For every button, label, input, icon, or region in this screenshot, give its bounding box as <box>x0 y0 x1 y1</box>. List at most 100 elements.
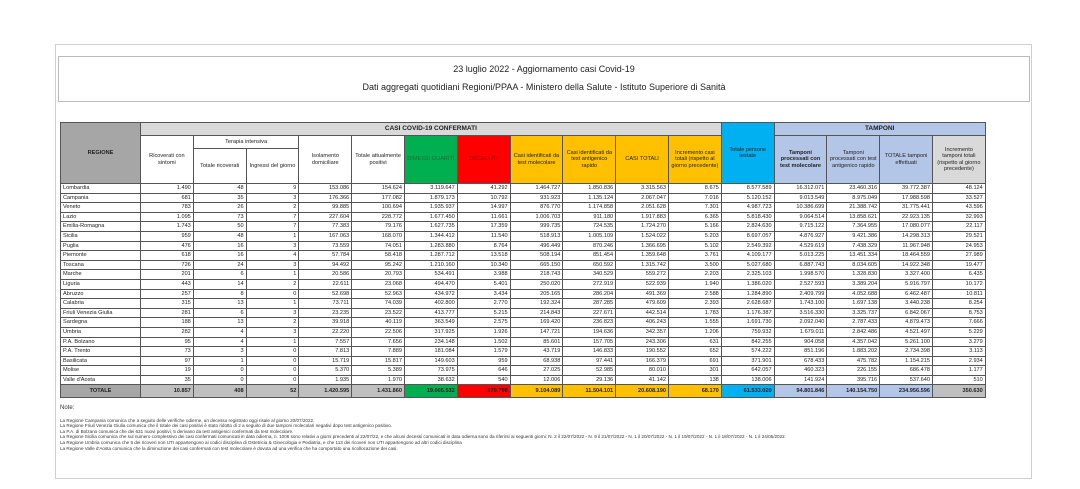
header-tamponi-antigenico: Tamponi processati con test antigenico r… <box>826 135 881 184</box>
cell-iso: 99.885 <box>298 202 353 213</box>
cell-ric: 10.857 <box>140 384 194 399</box>
cell-ta: 4.052.688 <box>826 288 881 300</box>
note-line: La P.A. di Bolzano comunica che dei 631 … <box>60 428 294 434</box>
cell-it: 6.435 <box>931 269 986 280</box>
header-deceduti: DECEDUTI <box>456 135 511 184</box>
cell-iso: 20.586 <box>298 269 353 280</box>
cell-pers: 2.824.630 <box>720 221 775 232</box>
cell-tot: 1.359.648 <box>615 250 669 261</box>
cell-inc: 2.393 <box>667 298 722 309</box>
cell-ric: 315 <box>140 298 194 309</box>
cell-dimessi: 1.287.712 <box>403 250 458 261</box>
cell-dimessi: 3.119.647 <box>403 183 458 194</box>
table-row: Puglia 476 16 3 73.559 74.051 1.283.880 8.764 49… <box>60 240 986 252</box>
cell-ing: 3 <box>245 259 300 271</box>
cell-deceduti: 5.401 <box>456 278 511 290</box>
cell-ant: 1.135.124 <box>562 192 617 204</box>
region-name: Sicilia <box>60 230 141 242</box>
table-row: Basilicata 97 1 0 15.719 15.817 149.603 959 68.9… <box>60 355 986 367</box>
cell-deceduti: 14.997 <box>456 202 511 213</box>
header-casi-antigenico: Casi identificati da test antigenico rap… <box>562 135 617 184</box>
cell-pers: 1.284.890 <box>720 288 775 300</box>
region-name: Lazio <box>60 211 141 223</box>
cell-ant: 911.180 <box>562 211 617 223</box>
cell-tr: 0 <box>192 374 247 386</box>
cell-ric: 443 <box>140 278 194 290</box>
header-casi-group: CASI COVID-19 CONFERMATI <box>140 122 722 136</box>
table-row: Lazio 1.095 73 7 227.604 228.772 1.677.450 11.6… <box>60 211 986 223</box>
cell-tt: 14.298.313 <box>879 230 933 242</box>
cell-inc: 7.301 <box>667 202 722 213</box>
cell-att: 40.119 <box>351 317 405 328</box>
cell-ant: 870.246 <box>562 240 617 252</box>
cell-inc: 7.016 <box>667 192 722 204</box>
cell-it: 8.254 <box>931 298 986 309</box>
table-row: Veneto 783 26 2 99.885 100.694 1.935.937 14.997… <box>60 202 986 213</box>
cell-ta: 3.389.204 <box>826 278 881 290</box>
cell-it: 1.177 <box>931 365 986 376</box>
cell-iso: 39.918 <box>298 317 353 328</box>
cell-tr: 6 <box>192 269 247 280</box>
region-name: P.A. Bolzano <box>60 336 141 348</box>
cell-tt: 14.922.348 <box>879 259 933 271</box>
region-name: Puglia <box>60 240 141 252</box>
region-name: Marche <box>60 269 141 280</box>
cell-tt: 3.327.400 <box>879 269 933 280</box>
cell-it: 27.989 <box>931 250 986 261</box>
cell-ing: 3 <box>245 192 300 204</box>
cell-pers: 642.057 <box>720 365 775 376</box>
cell-ric: 19 <box>140 365 194 376</box>
note-line: La Regione Friuli Venezia Giulia comunic… <box>60 423 392 429</box>
header-incremento-casi: Incremento casi totali (rispetto al gior… <box>667 135 722 184</box>
cell-ing: 3 <box>245 307 300 319</box>
cell-ant: 11.504.101 <box>562 384 617 399</box>
cell-dimessi: 181.084 <box>403 346 458 357</box>
cell-inc: 3.761 <box>667 250 722 261</box>
cell-ant: 236.823 <box>562 317 617 328</box>
region-name: Calabria <box>60 298 141 309</box>
cell-ta: 1.328.830 <box>826 269 881 280</box>
cell-tt: 22.923.135 <box>879 211 933 223</box>
cell-ric: 681 <box>140 192 194 204</box>
region-name: P.A. Trento <box>60 346 141 357</box>
cell-tm: 4.876.927 <box>773 230 828 242</box>
cell-tot: 491.369 <box>615 288 669 300</box>
cell-tot: 1.366.695 <box>615 240 669 252</box>
cell-ing: 7 <box>245 221 300 232</box>
cell-pers: 574.222 <box>720 346 775 357</box>
cell-mol: 214.843 <box>509 307 564 319</box>
cell-deceduti: 5.215 <box>456 307 511 319</box>
cell-ing: 1 <box>245 269 300 280</box>
cell-inc: 1.206 <box>667 326 722 338</box>
cell-tot: 2.067.047 <box>615 192 669 204</box>
cell-it: 510 <box>931 374 986 386</box>
cell-ta: 226.155 <box>826 365 881 376</box>
cell-tr: 6 <box>192 307 247 319</box>
cell-tm: 2.092.040 <box>773 317 828 328</box>
table-row: P.A. Bolzano 95 4 1 7.557 7.656 234.148 1.502 85… <box>60 336 986 348</box>
table-row: P.A. Trento 73 3 0 7.813 7.889 181.084 1.579 43.… <box>60 346 986 357</box>
cell-pers: 2.549.392 <box>720 240 775 252</box>
cell-dimessi: 1.677.450 <box>403 211 458 223</box>
cell-pers: 5.120.152 <box>720 192 775 204</box>
cell-tt: 537.640 <box>879 374 933 386</box>
covid-table: REGIONE CASI COVID-19 CONFERMATI Totale … <box>60 122 986 399</box>
cell-ric: 97 <box>140 355 194 367</box>
cell-tm: 1.679.011 <box>773 326 828 338</box>
cell-deceduti: 2.575 <box>456 317 511 328</box>
cell-mol: 68.938 <box>509 355 564 367</box>
cell-it: 33.527 <box>931 192 986 204</box>
cell-iso: 227.604 <box>298 211 353 223</box>
cell-ta: 8.034.605 <box>826 259 881 271</box>
cell-pers: 138.006 <box>720 374 775 386</box>
cell-tt: 6.462.487 <box>879 288 933 300</box>
cell-tr: 8 <box>192 288 247 300</box>
cell-ta: 140.154.750 <box>826 384 881 399</box>
cell-ric: 959 <box>140 230 194 242</box>
cell-mol: 931.923 <box>509 192 564 204</box>
cell-mol: 147.721 <box>509 326 564 338</box>
cell-tm: 904.058 <box>773 336 828 348</box>
cell-ric: 1.743 <box>140 221 194 232</box>
cell-mol: 205.165 <box>509 288 564 300</box>
cell-pers: 842.255 <box>720 336 775 348</box>
